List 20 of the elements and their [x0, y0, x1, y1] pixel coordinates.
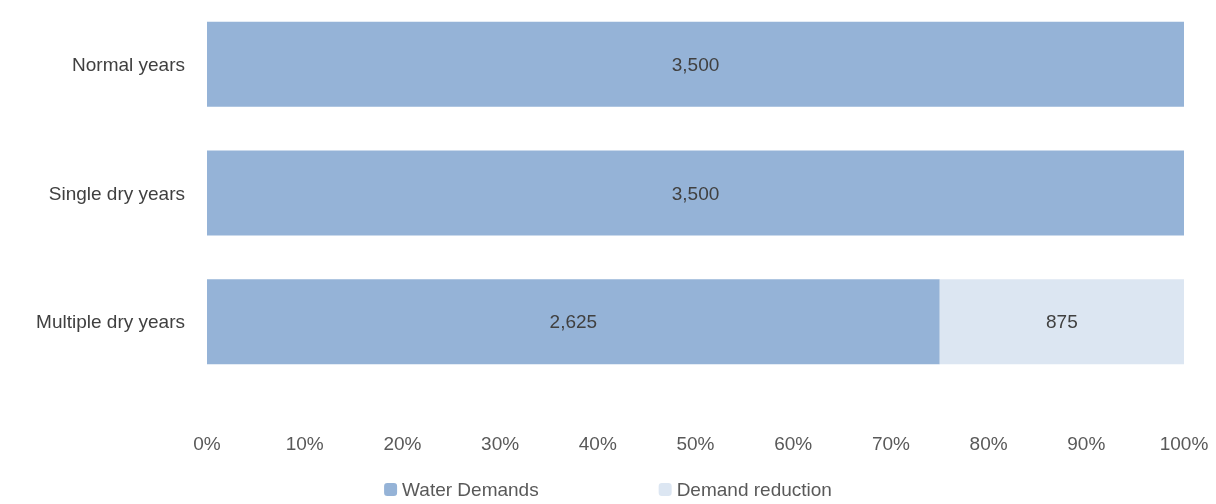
x2-tick-label: 20% — [383, 433, 422, 454]
x2-tick-label: 10% — [285, 433, 324, 454]
x2-tick-label: 60% — [774, 433, 813, 454]
x2-tick-label: 0% — [193, 433, 221, 454]
y-tick-label: Multiple dry years — [36, 311, 185, 333]
x2-tick-label: 30% — [481, 433, 520, 454]
y-tick-label: Normal years — [72, 53, 185, 75]
data-label: 3,500 — [671, 53, 720, 75]
legend-label: Water Demands — [402, 479, 539, 500]
data-label: 875 — [1046, 311, 1078, 333]
x2-tick-label: 50% — [676, 433, 715, 454]
x2-tick-label: 90% — [1067, 433, 1106, 454]
data-label: 2,625 — [549, 311, 598, 333]
y-tick-label: Single dry years — [48, 182, 185, 204]
x2-tick-label: 100% — [1159, 433, 1209, 454]
x2-tick-label: 40% — [578, 433, 617, 454]
data-label: 3,500 — [671, 182, 720, 204]
x2-tick-label: 70% — [871, 433, 911, 454]
legend-label: Demand reduction — [676, 479, 832, 500]
x2-tick-label: 80% — [969, 433, 1008, 454]
